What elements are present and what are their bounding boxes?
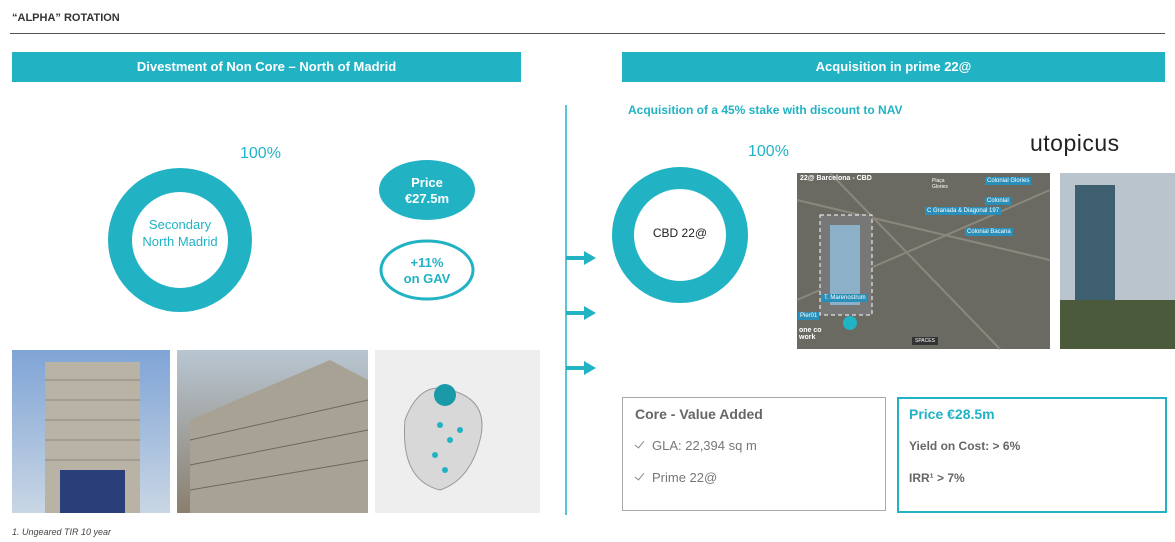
donut-label: Secondary North Madrid <box>120 216 240 250</box>
footnote: 1. Ungeared TIR 10 year <box>12 527 111 537</box>
box-title: Price €28.5m <box>909 406 995 422</box>
text: Prime 22@ <box>652 470 717 485</box>
map <box>797 173 1050 349</box>
map-label: one co work <box>799 327 825 341</box>
photo <box>177 350 368 513</box>
check-icon <box>635 470 645 480</box>
list-item: IRR¹ > 7% <box>909 471 965 485</box>
percent-label: 100% <box>748 143 789 161</box>
map-label: Plaça Glories <box>932 178 960 190</box>
map-label: SPACES <box>912 337 938 345</box>
slide: “ALPHA” ROTATION Divestment of Non Core … <box>0 0 1175 542</box>
map-label: Colonial Glories <box>985 177 1031 185</box>
box-title: Core - Value Added <box>635 406 763 422</box>
info-box: Core - Value Added GLA: 22,394 sq m Prim… <box>622 397 886 511</box>
gav-label: +11% on GAV <box>379 255 475 287</box>
map-label: Colonial <box>985 197 1011 205</box>
subtitle: Acquisition of a 45% stake with discount… <box>628 103 902 117</box>
info-box: Price €28.5m Yield on Cost: > 6% IRR¹ > … <box>897 397 1167 513</box>
donut-label: CBD 22@ <box>640 226 720 240</box>
map-label: T. Marenostrum <box>822 294 868 302</box>
text: GLA: 22,394 sq m <box>652 438 757 453</box>
map-label: Colonial Bacana <box>965 228 1013 236</box>
text: on GAV <box>379 271 475 287</box>
text: €27.5m <box>379 191 475 207</box>
map-label: C Granada & Diagonal 197 <box>925 207 1001 215</box>
map-label: Pier01 <box>798 312 819 320</box>
brand: utopicus <box>1030 130 1120 157</box>
map-title: 22@ Barcelona - CBD <box>800 175 872 182</box>
check-icon <box>635 438 645 448</box>
text: +11% <box>379 255 475 271</box>
photo <box>12 350 170 513</box>
arrows <box>566 251 596 375</box>
price-label: Price €27.5m <box>379 175 475 207</box>
list-item: Yield on Cost: > 6% <box>909 439 1020 453</box>
list-item: Prime 22@ <box>633 470 717 485</box>
text: Secondary <box>120 216 240 233</box>
text: North Madrid <box>120 233 240 250</box>
photo <box>1060 173 1175 349</box>
text: Price <box>379 175 475 191</box>
map <box>375 350 540 513</box>
percent-label: 100% <box>240 145 281 163</box>
list-item: GLA: 22,394 sq m <box>633 438 757 453</box>
